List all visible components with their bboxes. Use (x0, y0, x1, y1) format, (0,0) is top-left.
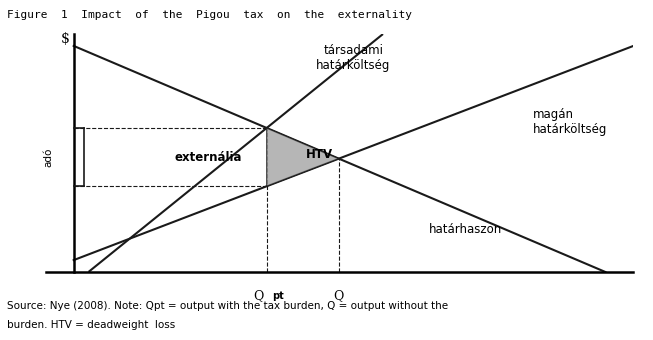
Text: magán
határköltség: magán határköltség (533, 108, 607, 136)
Text: Q: Q (253, 289, 264, 302)
Text: határhaszon: határhaszon (429, 223, 502, 236)
Text: HTV: HTV (306, 148, 333, 161)
Text: Source: Nye (2008). Note: Qpt = output with the tax burden, Q = output without t: Source: Nye (2008). Note: Qpt = output w… (7, 301, 448, 311)
Text: társadami
határköltség: társadami határköltség (316, 44, 390, 72)
Text: externália: externália (174, 151, 242, 164)
Text: Figure  1  Impact  of  the  Pigou  tax  on  the  externality: Figure 1 Impact of the Pigou tax on the … (7, 10, 411, 20)
Text: pt: pt (272, 291, 284, 301)
Text: $: $ (61, 32, 70, 46)
Polygon shape (266, 128, 339, 186)
Text: adó: adó (44, 148, 54, 167)
Text: Q: Q (334, 289, 344, 302)
Text: burden. HTV = deadweight  loss: burden. HTV = deadweight loss (7, 320, 175, 329)
